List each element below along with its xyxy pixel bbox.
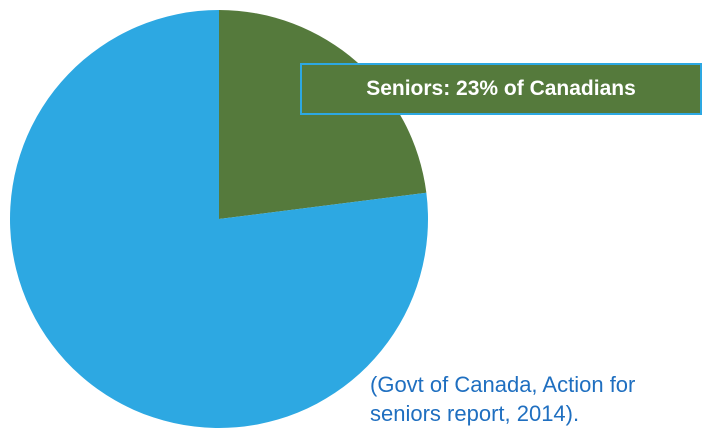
source-citation: (Govt of Canada, Action for seniors repo… bbox=[370, 372, 636, 426]
pie-slice-1 bbox=[9, 10, 429, 428]
callout-label: Seniors: 23% of Canadians bbox=[366, 77, 636, 100]
seniors-callout: Seniors: 23% of Canadians bbox=[300, 63, 702, 115]
